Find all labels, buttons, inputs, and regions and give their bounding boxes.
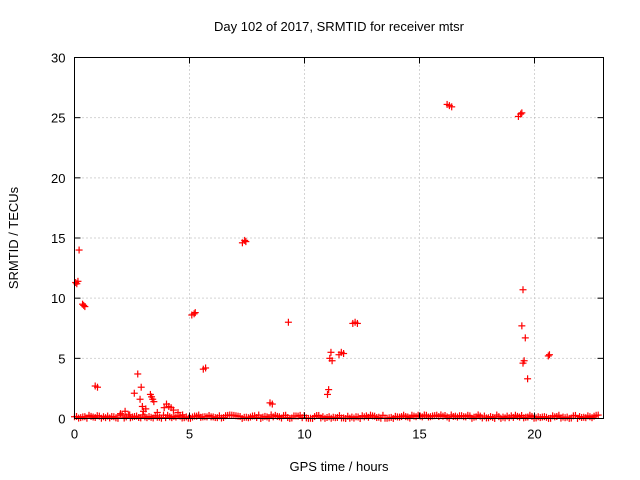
data-point: [134, 370, 142, 378]
data-point: [519, 286, 527, 294]
data-point: [136, 395, 144, 403]
x-axis-label: GPS time / hours: [290, 459, 389, 474]
y-tick-label: 10: [51, 291, 65, 306]
marks-layer: [71, 100, 602, 422]
data-point: [153, 408, 161, 416]
data-point: [521, 334, 529, 342]
x-tick-label: 10: [297, 427, 311, 442]
plot-frame: [74, 57, 604, 419]
data-point: [327, 348, 335, 356]
y-axis-label: SRMTID / TECUs: [6, 186, 21, 289]
data-point: [241, 236, 249, 244]
data-point: [325, 386, 333, 394]
data-point: [94, 383, 101, 391]
data-point: [340, 350, 348, 358]
y-tick-label: 30: [51, 51, 65, 66]
x-tick-label: 0: [71, 427, 78, 442]
x-tick-label: 20: [527, 427, 541, 442]
data-point: [202, 364, 210, 372]
data-point: [130, 389, 138, 397]
data-point: [191, 309, 199, 317]
y-tick-label: 0: [58, 412, 65, 427]
y-tick-label: 25: [51, 111, 65, 126]
y-tick-label: 15: [51, 231, 65, 246]
data-point: [121, 407, 129, 415]
data-point: [126, 411, 134, 419]
data-point: [169, 406, 177, 414]
chart-title: Day 102 of 2017, SRMTID for receiver mts…: [214, 19, 465, 34]
data-point: [448, 103, 456, 111]
data-point: [190, 310, 198, 318]
data-point: [519, 359, 527, 367]
data-point: [524, 375, 532, 383]
data-point: [81, 303, 89, 311]
data-point: [150, 398, 158, 406]
data-point: [518, 322, 526, 330]
data-point: [75, 246, 83, 254]
data-point: [328, 357, 336, 365]
data-point: [324, 390, 331, 398]
data-point: [353, 319, 361, 327]
data-point: [268, 400, 276, 408]
ticks-layer: 0 5 10 15 20 25 30 0 5 10 15 20: [51, 51, 604, 442]
y-tick-label: 20: [51, 171, 65, 186]
x-tick-label: 5: [186, 427, 193, 442]
y-tick-label: 5: [58, 351, 65, 366]
data-point: [242, 238, 250, 246]
data-point: [179, 411, 187, 419]
data-point: [284, 318, 292, 326]
data-point: [142, 405, 150, 413]
data-point: [518, 109, 526, 117]
data-point: [545, 351, 553, 359]
data-point: [174, 408, 182, 416]
x-tick-label: 15: [412, 427, 426, 442]
data-point: [74, 277, 82, 285]
grid-layer: [74, 57, 604, 419]
data-point: [80, 301, 88, 309]
baseline-point: [594, 411, 602, 419]
data-point: [137, 383, 145, 391]
data-point: [517, 110, 525, 118]
data-point: [544, 352, 552, 360]
data-point: [160, 404, 168, 412]
data-point: [117, 410, 124, 418]
